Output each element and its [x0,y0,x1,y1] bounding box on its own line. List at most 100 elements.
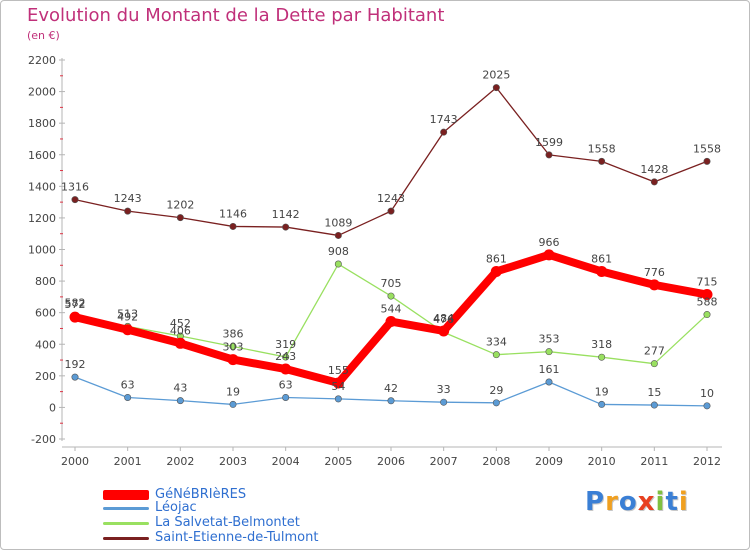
logo-letter: P [585,487,606,517]
data-point [598,157,606,165]
data-label: 386 [223,327,244,340]
data-label: 908 [328,245,349,258]
data-point [650,401,658,409]
data-point [229,342,237,350]
y-tick-label: 400 [35,338,56,351]
data-label: 10 [700,387,714,400]
data-point [334,395,342,403]
data-label: 705 [381,277,402,290]
y-tick-label: 0 [49,401,56,414]
legend-swatch [103,536,149,540]
data-label: 513 [117,307,138,320]
data-label: 277 [644,345,665,358]
data-label: 353 [539,333,560,346]
data-point [490,265,502,277]
data-point [71,373,79,381]
data-label: 1243 [114,192,142,205]
data-label: 1243 [377,192,405,205]
y-tick-label: -200 [31,433,56,446]
data-point [174,337,186,349]
legend-label: GéNéBRIèRES [155,487,247,502]
legend-item-saint-etienne-de-tulmont[interactable]: Saint-Etienne-de-Tulmont [103,530,318,546]
x-tick-label: 2007 [430,455,458,468]
logo-letter: i [655,487,666,517]
x-tick-label: 2008 [482,455,510,468]
data-point [650,178,658,186]
y-tick-label: 1600 [28,149,56,162]
data-label: 1146 [219,207,247,220]
data-label: 484 [433,312,454,325]
unit-label: (en €) [27,29,60,42]
data-point [703,402,711,410]
data-label: 29 [489,384,503,397]
legend-item-la-salvetat-belmontet[interactable]: La Salvetat-Belmontet [103,515,300,531]
data-label: 492 [117,311,138,324]
legend-swatch [103,490,149,500]
data-label: 54 [331,380,345,393]
data-point [492,399,500,407]
data-point [71,196,79,204]
data-point [227,354,239,366]
data-label: 192 [65,358,86,371]
data-label: 243 [275,350,296,363]
legend-label: La Salvetat-Belmontet [155,515,300,530]
data-point [650,360,658,368]
data-label: 861 [591,252,612,265]
data-label: 42 [384,382,398,395]
data-label: 2025 [482,69,510,82]
data-point [280,363,292,375]
data-point [701,289,713,301]
data-point [229,222,237,230]
data-label: 1743 [430,113,458,126]
data-point [387,292,395,300]
chart-title: Evolution du Montant de la Dette par Hab… [27,5,445,26]
data-label: 334 [486,336,507,349]
x-tick-label: 2004 [272,455,300,468]
y-tick-label: 600 [35,307,56,320]
data-point [124,207,132,215]
data-label: 303 [223,341,244,354]
legend-item-genebrieres[interactable]: GéNéBRIèRES [103,487,246,503]
data-point [545,378,553,386]
data-point [385,316,397,328]
data-point [176,214,184,222]
x-tick-label: 2000 [61,455,89,468]
data-point [334,260,342,268]
data-label: 1428 [640,163,668,176]
data-point [703,311,711,319]
y-tick-label: 1200 [28,212,56,225]
x-tick-label: 2012 [693,455,721,468]
data-label: 476 [433,313,454,326]
x-tick-label: 2009 [535,455,563,468]
y-tick-label: 2200 [28,54,56,67]
data-label: 15 [647,386,661,399]
data-label: 155 [328,364,349,377]
data-point [334,231,342,239]
y-tick-label: 200 [35,370,56,383]
data-label: 1558 [693,142,721,155]
data-label: 319 [275,338,296,351]
legend-item-leojac[interactable]: Léojac [103,500,197,516]
data-point [440,128,448,136]
data-point [387,397,395,405]
legend-swatch [103,521,149,525]
data-point [440,398,448,406]
data-label: 33 [437,383,451,396]
x-tick-label: 2002 [166,455,194,468]
data-label: 63 [279,378,293,391]
logo-letter: i [678,487,689,517]
data-point [492,351,500,359]
data-point [543,249,555,261]
x-tick-label: 2010 [588,455,616,468]
data-point [545,348,553,356]
data-label: 406 [170,324,191,337]
y-tick-label: 1400 [28,180,56,193]
data-point [282,223,290,231]
legend-label: Léojac [155,500,197,515]
y-tick-label: 800 [35,275,56,288]
data-label: 588 [697,296,718,309]
x-tick-label: 2006 [377,455,405,468]
data-label: 1089 [324,216,352,229]
data-label: 1599 [535,136,563,149]
